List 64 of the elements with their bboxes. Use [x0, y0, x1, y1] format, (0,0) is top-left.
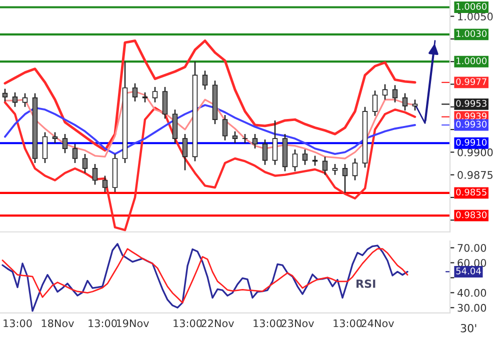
- candlestick: [222, 114, 228, 142]
- x-tick-label: 19Nov: [116, 319, 149, 328]
- ref-line-label: 1.0030: [456, 30, 487, 38]
- candlestick: [182, 133, 188, 171]
- x-tick-label: 13:00: [334, 319, 362, 328]
- candlestick: [252, 133, 258, 150]
- x-tick-label: 13:00: [254, 319, 282, 328]
- text: 0.9953: [456, 100, 486, 107]
- candlestick: [262, 138, 268, 166]
- x-tick-label: 18Nov: [42, 319, 74, 328]
- candlestick: [72, 143, 78, 164]
- x-tick-label: 13:00: [4, 319, 32, 328]
- candlestick: [352, 158, 358, 181]
- ref-line-label: 0.9910: [456, 138, 487, 146]
- candlestick: [162, 86, 168, 120]
- x-tick-label: 13:00: [174, 319, 202, 328]
- annotation: RSI: [356, 279, 376, 288]
- y-tick-label: 30.00: [458, 304, 486, 312]
- ref-line-label: 1.0060: [456, 3, 487, 10]
- candlestick: [152, 86, 158, 103]
- candlestick: [272, 120, 278, 166]
- ref-line-label: 0.9855: [456, 188, 486, 196]
- candlestick: [412, 99, 418, 112]
- candlestick: [322, 156, 328, 176]
- line-series: [2, 243, 408, 312]
- text: 0.9939: [456, 112, 487, 120]
- candlestick: [42, 132, 48, 164]
- x-tick-label: 23Nov: [281, 319, 314, 328]
- candlestick: [132, 82, 138, 102]
- candlestick: [242, 133, 248, 144]
- candlestick: [292, 148, 298, 172]
- candlestick: [2, 88, 8, 102]
- line-series: [4, 104, 416, 155]
- y-tick-label: 0.9875: [458, 171, 492, 179]
- candlestick: [342, 163, 348, 194]
- candlestick: [102, 175, 108, 193]
- x-tick-label: 13:00: [88, 319, 117, 328]
- candlestick: [232, 130, 238, 144]
- candlestick: [392, 84, 398, 103]
- ref-line-label: 1.0000: [456, 57, 487, 64]
- text: 54.04: [456, 268, 481, 274]
- text: 30': [460, 324, 476, 332]
- line-series: [4, 40, 416, 152]
- y-tick-label: 40.00: [457, 288, 486, 297]
- text: 0.9930: [456, 120, 487, 128]
- candlestick: [12, 92, 18, 108]
- y-tick-label: 70.00: [458, 244, 486, 252]
- candlestick: [382, 84, 388, 100]
- candlestick: [372, 90, 378, 117]
- text: 0.9977: [456, 78, 486, 86]
- candlestick: [302, 148, 308, 166]
- x-tick-label: 24Nov: [361, 319, 394, 328]
- candlestick: [62, 133, 68, 154]
- x-tick-label: 22Nov: [201, 319, 234, 328]
- candlestick: [52, 132, 58, 144]
- candlestick: [92, 163, 98, 186]
- candlestick: [402, 92, 408, 112]
- ref-line-label: 0.9830: [456, 211, 487, 218]
- candlestick: [332, 163, 338, 176]
- y-tick-label: 0.9900: [458, 148, 493, 156]
- candlestick: [22, 92, 28, 108]
- candlestick: [82, 153, 88, 174]
- candlestick: [202, 70, 208, 90]
- line-series: [2, 248, 408, 304]
